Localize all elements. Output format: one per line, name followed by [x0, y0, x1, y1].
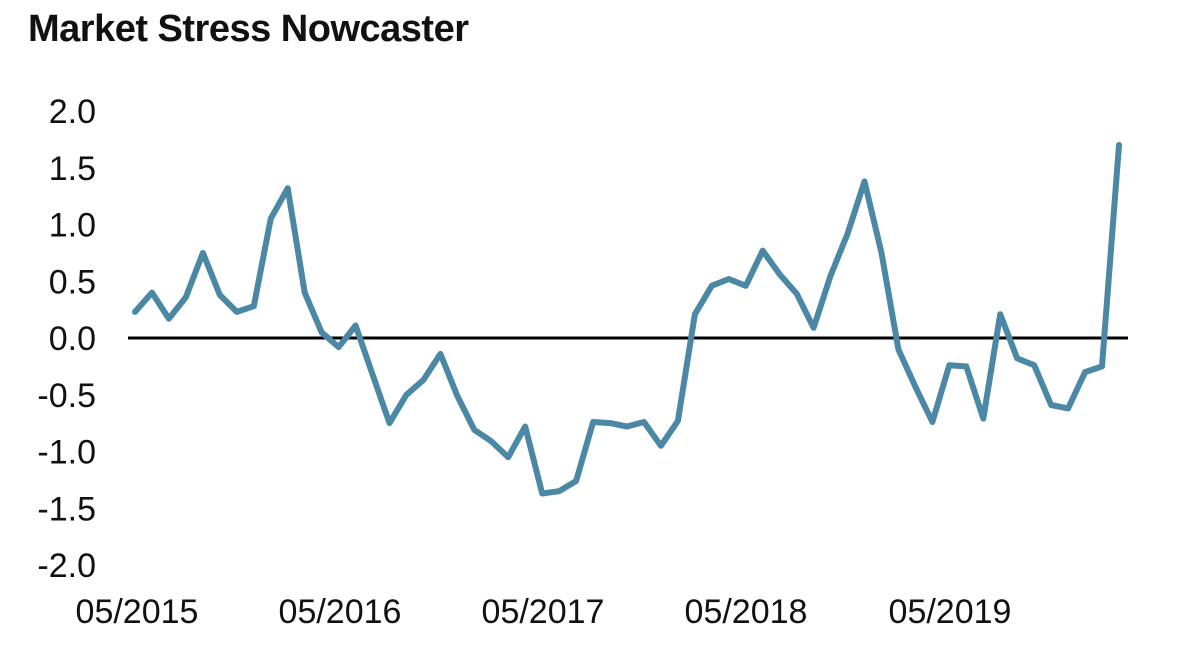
y-tick-label: 0.0 [49, 320, 96, 358]
x-axis: 05/2015 05/2016 05/2017 05/2018 05/2019 [76, 593, 1012, 631]
y-axis: 2.0 1.5 1.0 0.5 0.0 -0.5 -1.0 -1.5 -2.0 [37, 93, 96, 585]
x-tick-label: 05/2019 [889, 593, 1012, 631]
x-tick-label: 05/2017 [482, 593, 605, 631]
y-tick-label: -0.5 [37, 377, 96, 415]
series-line [132, 142, 1122, 497]
chart-title: Market Stress Nowcaster [28, 8, 469, 50]
y-tick-label: -1.0 [37, 434, 96, 472]
y-tick-label: 1.5 [49, 150, 96, 188]
y-tick-label: -1.5 [37, 490, 96, 528]
y-tick-label: 1.0 [49, 207, 96, 245]
y-tick-label: 2.0 [49, 93, 96, 131]
y-tick-label: 0.5 [49, 263, 96, 301]
y-tick-label: -2.0 [37, 547, 96, 585]
x-tick-label: 05/2016 [279, 593, 402, 631]
x-tick-label: 05/2015 [76, 593, 199, 631]
x-tick-label: 05/2018 [685, 593, 808, 631]
